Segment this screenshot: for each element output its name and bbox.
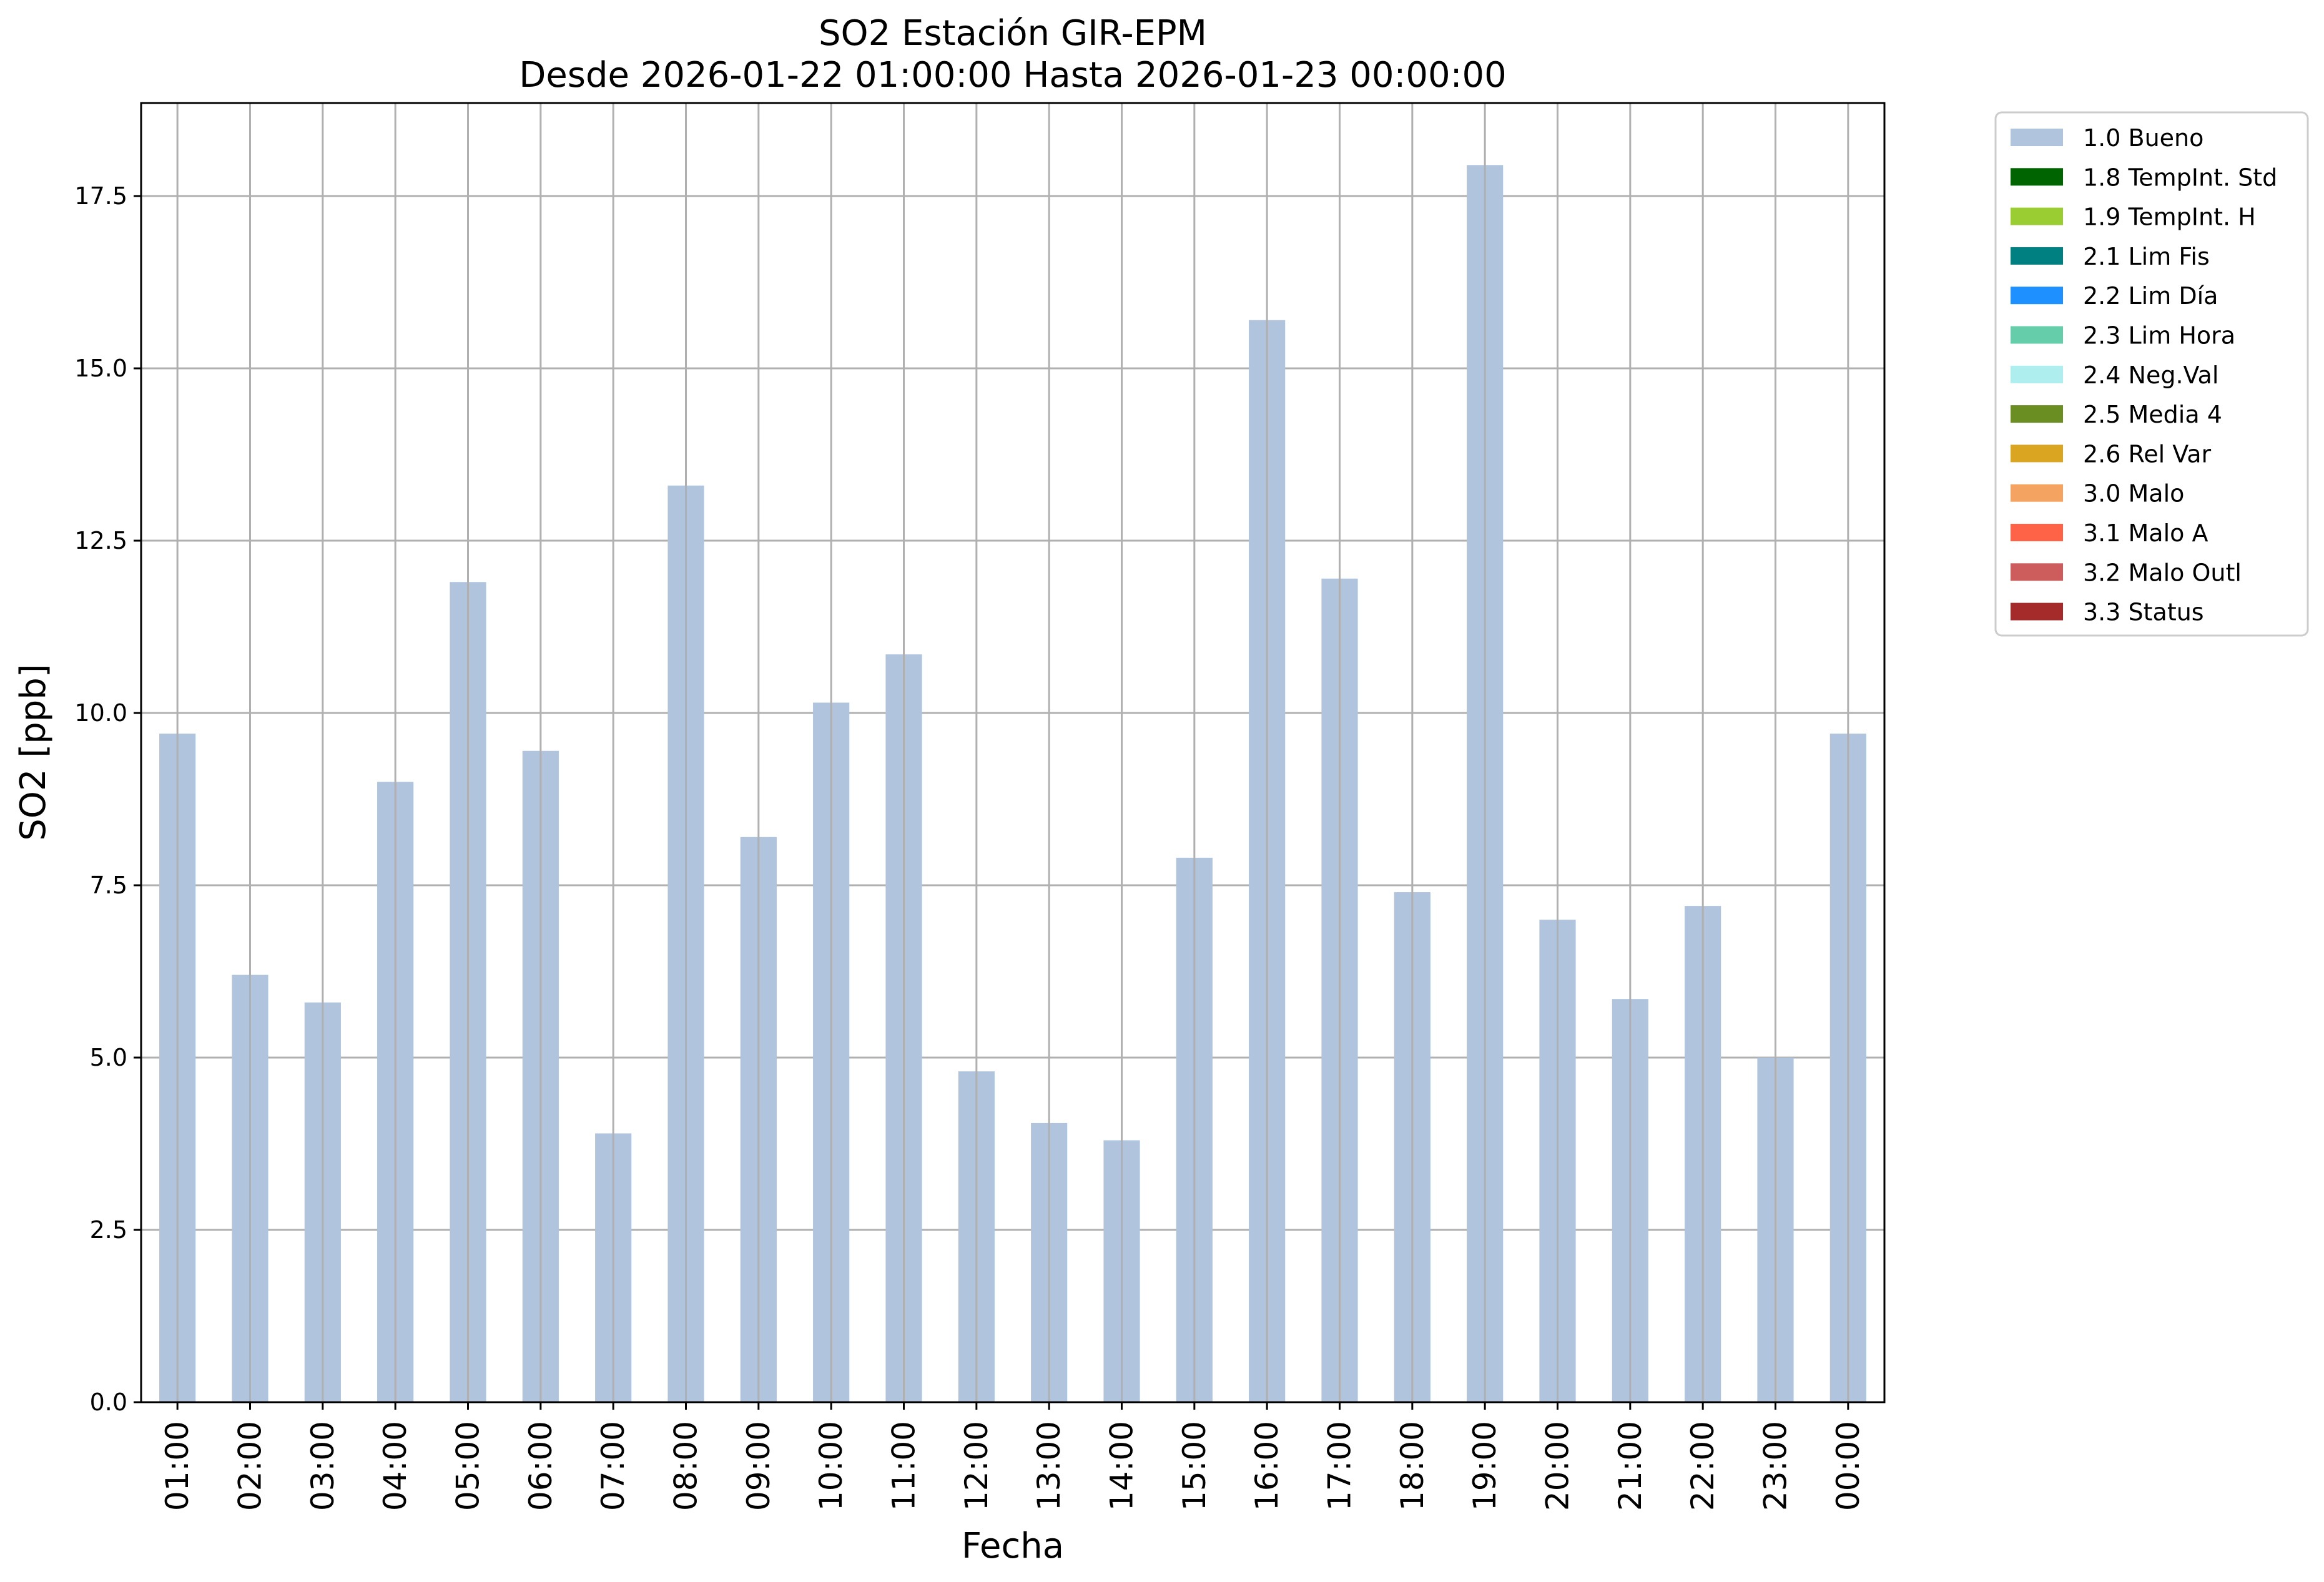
legend-label: 3.1 Malo A: [2083, 519, 2208, 547]
x-tick-label: 18:00: [1394, 1421, 1430, 1511]
chart-title: SO2 Estación GIR-EPM: [819, 13, 1207, 54]
plot-frame: [140, 102, 1886, 1403]
x-axis-ticks: 01:00 02:00 03:00 04:00 05:00 06:00 07:00 08:00…: [159, 1402, 1866, 1511]
x-tick-label: 06:00: [523, 1421, 559, 1511]
legend-label: 3.2 Malo Outl: [2083, 559, 2242, 586]
x-tick-label: 14:00: [1104, 1421, 1140, 1511]
legend: 1.0 Bueno 1.8 TempInt. Std 1.9 TempInt. H 2…: [1994, 111, 2309, 637]
x-tick-label: 01:00: [159, 1421, 195, 1511]
y-tick-label: 2.5: [90, 1216, 127, 1244]
x-axis-label: Fecha: [962, 1526, 1064, 1566]
x-tick-label: 20:00: [1540, 1421, 1576, 1511]
x-tick-label: 11:00: [886, 1421, 922, 1511]
legend-label: 3.0 Malo: [2083, 480, 2184, 508]
legend-swatch: [2011, 445, 2063, 463]
y-tick-label: 7.5: [90, 872, 127, 899]
legend-label: 3.3 Status: [2083, 599, 2204, 626]
x-tick-label: 08:00: [668, 1421, 704, 1511]
grid-lines: [141, 195, 1884, 1403]
y-tick-label: 0.0: [90, 1388, 127, 1416]
legend-label: 2.4 Neg.Val: [2083, 361, 2218, 389]
x-tick-label: 00:00: [1830, 1421, 1866, 1511]
bars: [159, 165, 1866, 1402]
legend-swatch: [2011, 247, 2063, 265]
chart-subtitle: Desde 2026-01-22 01:00:00 Hasta 2026-01-…: [519, 55, 1507, 96]
legend-swatch: [2011, 129, 2063, 146]
y-tick-label: 12.5: [74, 527, 127, 554]
legend-swatch: [2011, 326, 2063, 344]
x-tick-label: 07:00: [595, 1421, 631, 1511]
x-tick-label: 09:00: [741, 1421, 777, 1511]
x-tick-label: 15:00: [1176, 1421, 1213, 1511]
legend-swatch: [2011, 168, 2063, 186]
legend-label: 1.8 TempInt. Std: [2083, 164, 2277, 191]
x-tick-label: 02:00: [232, 1421, 268, 1511]
x-tick-label: 21:00: [1612, 1421, 1648, 1511]
x-tick-label: 10:00: [813, 1421, 849, 1511]
y-tick-label: 5.0: [90, 1044, 127, 1071]
legend-swatch: [2011, 602, 2063, 621]
legend-swatch: [2011, 524, 2063, 541]
legend-label: 2.2 Lim Día: [2083, 282, 2218, 310]
legend-swatch: [2011, 287, 2063, 305]
x-tick-label: 13:00: [1031, 1421, 1067, 1511]
y-tick-label: 17.5: [74, 182, 127, 210]
y-axis-ticks: 0.0 2.5 5.0 7.5 10.0 12.5 15.0 17.5: [74, 182, 141, 1416]
legend-label: 2.5 Media 4: [2083, 401, 2222, 428]
legend-swatch: [2011, 484, 2063, 502]
y-tick-label: 10.0: [74, 699, 127, 727]
x-tick-label: 04:00: [377, 1421, 413, 1511]
x-tick-label: 05:00: [450, 1421, 486, 1511]
x-tick-label: 03:00: [305, 1421, 341, 1511]
x-tick-label: 12:00: [958, 1421, 995, 1511]
x-tick-label: 17:00: [1322, 1421, 1358, 1511]
legend-label: 1.9 TempInt. H: [2083, 204, 2256, 231]
y-tick-label: 15.0: [74, 355, 127, 382]
x-tick-label: 23:00: [1758, 1421, 1794, 1511]
x-tick-label: 22:00: [1685, 1421, 1721, 1511]
x-tick-label: 19:00: [1467, 1421, 1503, 1511]
legend-label: 2.3 Lim Hora: [2083, 322, 2235, 350]
y-axis-label: SO2 [ppb]: [13, 664, 54, 840]
x-tick-label: 16:00: [1249, 1421, 1285, 1511]
legend-label: 2.1 Lim Fis: [2083, 243, 2210, 270]
legend-label: 1.0 Bueno: [2083, 124, 2203, 152]
legend-label: 2.6 Rel Var: [2083, 440, 2212, 468]
legend-swatch: [2011, 365, 2063, 383]
vertical-grid-lines: [176, 103, 1849, 1402]
legend-swatch: [2011, 207, 2063, 225]
legend-box: [1994, 111, 2309, 637]
legend-swatch: [2011, 405, 2063, 423]
legend-swatch: [2011, 563, 2063, 581]
